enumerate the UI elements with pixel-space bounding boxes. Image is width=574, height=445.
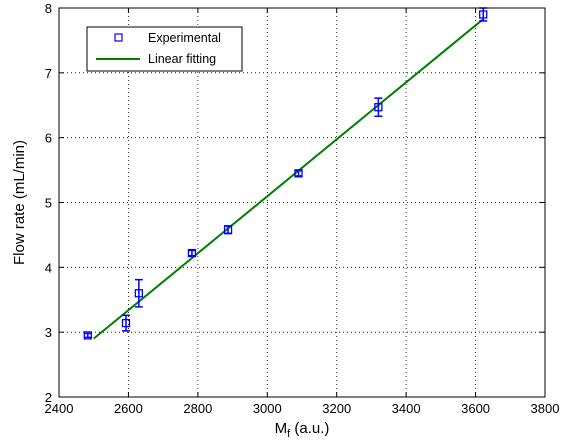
x-axis-title: Mf (a.u.) (275, 420, 330, 440)
data-point (121, 318, 131, 328)
data-point (83, 331, 92, 340)
legend: Experimental Linear fitting (86, 26, 243, 72)
data-point (223, 225, 233, 234)
x-axis-title-unit: (a.u.) (290, 420, 329, 437)
fit-line (93, 18, 484, 340)
data-point (187, 248, 197, 258)
x-tick-label: 2400 (45, 401, 74, 416)
y-tick-label: 7 (45, 66, 52, 81)
y-tick-labels: 2 3 4 5 6 7 8 (45, 1, 52, 405)
data-point (134, 289, 143, 298)
y-tick-label: 4 (45, 260, 52, 275)
x-tick-labels: 2400 2600 2800 3000 3200 3400 3600 3800 (45, 401, 560, 416)
x-tick-label: 3600 (461, 401, 490, 416)
x-tick-label: 3400 (392, 401, 421, 416)
data-point (294, 169, 303, 178)
x-tick-label: 2800 (183, 401, 212, 416)
x-axis-title-main: M (275, 420, 288, 437)
tick-marks (58, 7, 546, 398)
x-tick-label: 3000 (253, 401, 282, 416)
y-tick-label: 8 (45, 1, 52, 16)
x-tick-label: 3200 (322, 401, 351, 416)
y-tick-label: 2 (45, 390, 52, 405)
x-tick-label: 3800 (531, 401, 560, 416)
legend-marker-experimental (114, 33, 123, 42)
legend-label-linear-fitting: Linear fitting (148, 52, 216, 66)
y-tick-label: 6 (45, 131, 52, 146)
legend-label-experimental: Experimental (148, 31, 221, 45)
x-axis-title-subscript: f (287, 428, 291, 440)
y-axis-title: Flow rate (mL/min) (11, 140, 28, 265)
fit-line-layer (93, 18, 484, 340)
grid (59, 8, 545, 397)
legend-box (86, 26, 243, 72)
y-tick-label: 3 (45, 325, 52, 340)
data-point (479, 10, 488, 19)
y-tick-label: 5 (45, 196, 52, 211)
data-point (374, 103, 383, 112)
x-tick-label: 2600 (114, 401, 143, 416)
